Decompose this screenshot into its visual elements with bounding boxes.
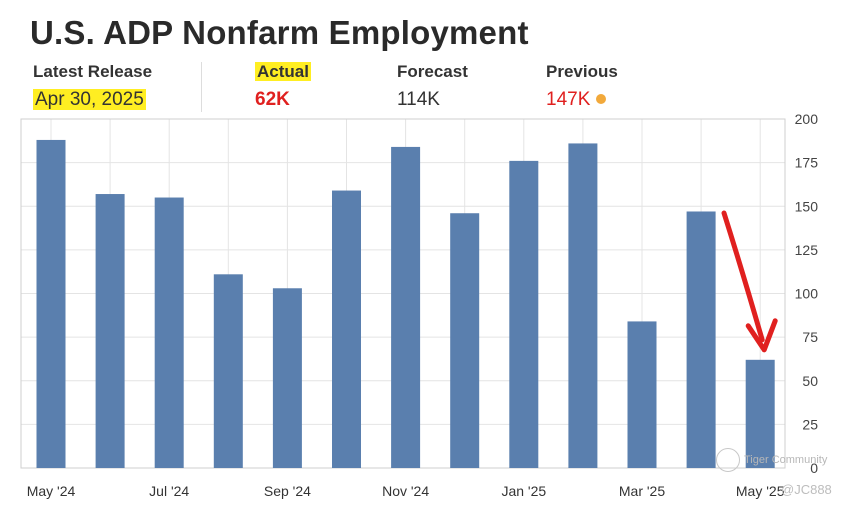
latest-release-date: Apr 30, 2025: [33, 89, 146, 110]
y-tick-label: 25: [802, 416, 818, 432]
x-tick-label: Jul '24: [149, 483, 189, 499]
watermark-user: @JC888: [781, 482, 832, 497]
bar: [745, 359, 775, 468]
previous-label: Previous: [546, 62, 618, 81]
actual-label: Actual: [255, 62, 311, 81]
watermark-brand: Tiger Community: [716, 448, 827, 472]
bar: [627, 321, 657, 468]
actual-block: Actual 62K: [255, 62, 311, 111]
x-tick-label: Jan '25: [501, 483, 546, 499]
annotation-arrowhead: [745, 318, 778, 353]
y-tick-label: 200: [795, 111, 819, 127]
watermark-brand-text: Tiger Community: [744, 453, 828, 466]
bar: [509, 160, 539, 468]
x-tick-label: Mar '25: [619, 483, 665, 499]
x-tick-label: Nov '24: [382, 483, 429, 499]
latest-release-label: Latest Release: [33, 62, 153, 81]
bar: [450, 213, 480, 468]
stat-divider: [201, 62, 202, 112]
bar: [272, 288, 302, 468]
y-tick-label: 150: [795, 198, 819, 214]
forecast-value: 114K: [397, 89, 440, 110]
y-tick-label: 125: [795, 242, 819, 258]
page-title: U.S. ADP Nonfarm Employment: [30, 14, 529, 51]
x-tick-label: May '24: [27, 483, 76, 499]
forecast-label: Forecast: [397, 62, 468, 81]
x-tick-label: May '25: [736, 483, 785, 499]
bar: [332, 190, 361, 469]
annotation-arrow: [721, 210, 765, 343]
bar: [568, 143, 598, 468]
bar: [391, 146, 421, 469]
bar: [154, 197, 184, 468]
bar: [213, 274, 243, 468]
latest-release-block: Latest Release Apr 30, 2025: [33, 62, 152, 111]
tiger-logo-icon: [716, 448, 740, 472]
y-tick-label: 0: [810, 460, 818, 476]
y-tick-label: 175: [795, 155, 819, 171]
x-tick-label: Sep '24: [264, 483, 311, 499]
bar: [686, 211, 716, 469]
bar: [36, 139, 66, 468]
bar: [95, 194, 125, 468]
actual-value: 62K: [255, 89, 290, 110]
previous-value: 147K: [546, 89, 591, 110]
previous-block: Previous 147K: [546, 62, 618, 111]
y-tick-label: 50: [802, 373, 818, 389]
forecast-block: Forecast 114K: [397, 62, 468, 111]
y-tick-label: 100: [795, 286, 819, 302]
y-tick-label: 75: [802, 329, 818, 345]
status-dot-icon: [596, 94, 607, 104]
